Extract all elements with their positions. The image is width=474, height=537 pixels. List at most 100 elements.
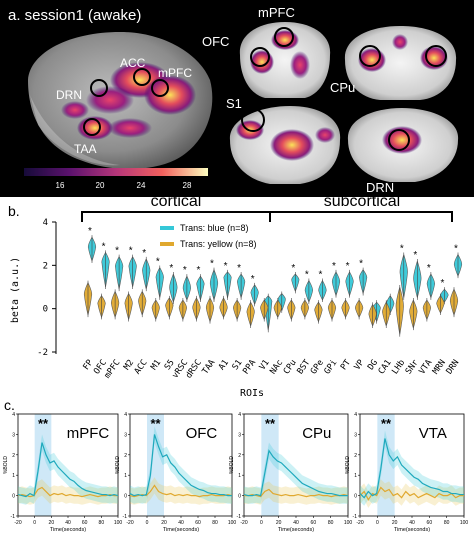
significance-marker: ** — [265, 416, 276, 431]
x-tick-label: TAA — [200, 358, 217, 376]
y-tick-label: 1 — [238, 473, 241, 479]
panel-a-label: a. session1 (awake) — [8, 7, 141, 24]
significance-marker: ** — [38, 416, 49, 431]
x-axis-label: Time(seconds) — [394, 527, 430, 533]
y-tick-label: 0 — [12, 494, 15, 500]
x-tick-label: 80 — [444, 520, 450, 526]
x-tick-label: 100 — [114, 520, 123, 526]
y-tick-label: -1 — [11, 514, 16, 520]
significance-marker: ** — [381, 416, 392, 431]
x-tick-label: 0 — [376, 520, 379, 526]
significance-star: * — [142, 248, 146, 259]
timecourse-panels: -20 0 20 40 60 80 100-101234mPFC**Time(seconds… — [3, 412, 468, 533]
x-tick-label: 60 — [195, 520, 201, 526]
yellow-error-band — [360, 479, 464, 508]
roi-circle — [90, 79, 108, 97]
x-tick-label: FP — [81, 358, 95, 372]
x-tick-label: 20 — [392, 520, 398, 526]
roi-circle — [151, 79, 169, 97]
slice-cpu: CPu — [330, 26, 457, 100]
x-tick-label: 60 — [82, 520, 88, 526]
colorbar-tick: 20 — [96, 181, 105, 190]
violin-plot: * * * * * * * * * * * * * * * * * * * * * * * * — [83, 226, 463, 337]
panel-c: c. -20 0 20 40 60 80 100-101234mPFC**Time(seco… — [3, 397, 468, 533]
activation-blob — [392, 34, 408, 50]
x-tick-label: DG — [366, 358, 380, 372]
significance-star: * — [359, 259, 363, 270]
roi-circle — [274, 27, 294, 47]
yellow-trace — [129, 484, 233, 498]
legend-label-yellow: Trans: yellow (n=8) — [180, 239, 256, 249]
y-tick-label: 4 — [43, 218, 48, 228]
y-tick-label: 1 — [12, 473, 15, 479]
significance-star: * — [115, 246, 119, 257]
y-tick-label: 3 — [12, 432, 15, 438]
panel-title: CPu — [302, 425, 331, 442]
x-tick-label: 20 — [49, 520, 55, 526]
group-bracket — [81, 211, 453, 222]
y-tick-label: 2 — [354, 453, 357, 459]
x-tick-label: V1 — [258, 358, 272, 372]
slice-mpfc-ofc: mPFC OFC — [202, 5, 331, 98]
timecourse-mpfc: -20 0 20 40 60 80 100 -1 0 1 2 3 4 mPFC ** Time(seconds… — [3, 412, 122, 533]
roi-circle — [359, 45, 381, 67]
roi-circle — [250, 47, 270, 67]
yellow-error-band — [244, 481, 348, 505]
group-label-cortical: cortical — [151, 193, 202, 210]
yellow-error-band — [130, 477, 232, 505]
x-tick-label: SNr — [404, 358, 421, 376]
y-tick-label: -2 — [37, 348, 48, 358]
x-tick-label: 20 — [161, 520, 167, 526]
panel-title: OFC — [186, 425, 218, 442]
x-tick-label: VTA — [417, 358, 434, 376]
significance-star: * — [169, 263, 173, 274]
significance-star: * — [413, 250, 417, 261]
x-tick-label: -20 — [126, 520, 133, 526]
activation-blob — [144, 75, 196, 115]
y-tick-label: 1 — [124, 473, 127, 479]
significance-star: * — [102, 241, 106, 252]
brain-label-taa: TAA — [74, 142, 96, 156]
significance-star: * — [183, 265, 187, 276]
significance-star: * — [237, 263, 241, 274]
significance-star: * — [291, 263, 295, 274]
y-tick-label: -1 — [123, 514, 128, 520]
x-tick-label: MRN — [431, 358, 448, 376]
x-tick-label: NAc — [268, 358, 285, 376]
y-tick-label: 0 — [354, 494, 357, 500]
activation-blob — [290, 51, 310, 79]
x-tick-label: 80 — [99, 520, 105, 526]
x-axis-label: Time(seconds) — [163, 527, 199, 533]
y-axis-label: %BOLD — [3, 456, 9, 474]
activation-blob — [315, 127, 335, 143]
significance-star: * — [129, 246, 133, 257]
y-tick-label: 4 — [12, 412, 15, 418]
colorbar-tick: 24 — [137, 181, 146, 190]
x-tick-label: 0 — [33, 520, 36, 526]
x-tick-label: 40 — [178, 520, 184, 526]
blue-trace — [359, 438, 464, 499]
group-label-subcortical: subcortical — [324, 193, 400, 210]
x-tick-label: -20 — [356, 520, 363, 526]
significance-star: * — [427, 263, 431, 274]
x-axis-label: Time(seconds) — [278, 527, 314, 533]
y-tick-label: 0 — [238, 494, 241, 500]
activation-blob — [61, 101, 89, 119]
x-tick-label: S1 — [230, 358, 244, 372]
x-tick-label: 0 — [260, 520, 263, 526]
brain-label-mpfc: mPFC — [158, 66, 192, 80]
x-tick-label: 40 — [65, 520, 71, 526]
y-tick-label: 4 — [238, 412, 241, 418]
y-axis-label: %BOLD — [345, 456, 351, 474]
x-tick-label: 60 — [427, 520, 433, 526]
significance-star: * — [251, 274, 255, 285]
roi-circle — [388, 129, 410, 151]
blue-error-band — [18, 434, 118, 505]
timecourse-vta: -20 0 20 40 60 80 100-101234VTA**Time(seconds)… — [345, 412, 468, 533]
x-tick-label: CPu — [282, 358, 299, 376]
x-tick-label: 80 — [328, 520, 334, 526]
blue-error-band — [360, 430, 464, 506]
significance-star: * — [156, 257, 160, 268]
brain-label-acc: ACC — [120, 56, 146, 70]
